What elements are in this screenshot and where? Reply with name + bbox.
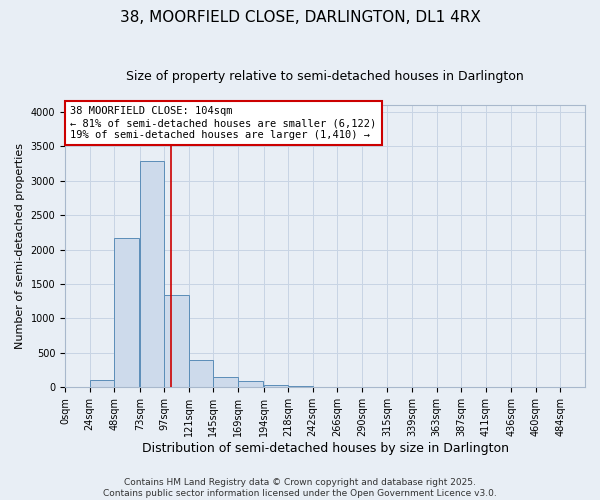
Bar <box>313 387 337 388</box>
Bar <box>140 162 164 388</box>
Bar <box>114 238 139 388</box>
Bar <box>263 384 288 388</box>
Bar <box>189 360 214 388</box>
Bar <box>89 380 114 388</box>
Bar <box>164 295 189 388</box>
Text: Contains HM Land Registry data © Crown copyright and database right 2025.
Contai: Contains HM Land Registry data © Crown c… <box>103 478 497 498</box>
Text: 38 MOORFIELD CLOSE: 104sqm
← 81% of semi-detached houses are smaller (6,122)
19%: 38 MOORFIELD CLOSE: 104sqm ← 81% of semi… <box>70 106 376 140</box>
Y-axis label: Number of semi-detached properties: Number of semi-detached properties <box>15 143 25 349</box>
Bar <box>288 386 313 388</box>
Text: 38, MOORFIELD CLOSE, DARLINGTON, DL1 4RX: 38, MOORFIELD CLOSE, DARLINGTON, DL1 4RX <box>119 10 481 25</box>
Title: Size of property relative to semi-detached houses in Darlington: Size of property relative to semi-detach… <box>126 70 524 83</box>
Bar <box>214 376 238 388</box>
Bar <box>238 381 263 388</box>
X-axis label: Distribution of semi-detached houses by size in Darlington: Distribution of semi-detached houses by … <box>142 442 509 455</box>
